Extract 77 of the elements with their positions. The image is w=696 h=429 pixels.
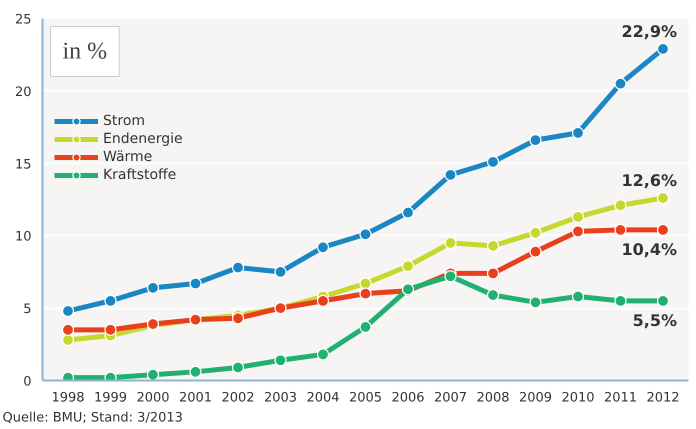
- annotation: 5,5%: [632, 310, 677, 330]
- y-tick-label: 0: [23, 374, 32, 390]
- point: [486, 156, 500, 168]
- legend-label: Kraftstoffe: [103, 166, 176, 184]
- point: [232, 361, 244, 374]
- point: [274, 266, 287, 278]
- point: [104, 294, 117, 307]
- point: [232, 312, 244, 324]
- point: [572, 126, 584, 139]
- point: [529, 246, 542, 258]
- point: [486, 267, 500, 280]
- point: [572, 225, 584, 238]
- annotation: 10,4%: [621, 240, 678, 259]
- x-tick-label: 1999: [94, 390, 128, 406]
- point: [146, 368, 160, 380]
- point: [529, 134, 542, 146]
- x-tick-label: 2012: [646, 390, 680, 406]
- point: [274, 354, 287, 366]
- y-tick-label: 20: [14, 84, 32, 100]
- point: [359, 320, 372, 334]
- point: [104, 324, 117, 336]
- point: [529, 226, 542, 239]
- point: [189, 277, 202, 290]
- point: [316, 241, 330, 254]
- x-tick-label: 2000: [136, 390, 170, 406]
- x-tick-label: 2008: [476, 390, 510, 406]
- point: [656, 192, 670, 204]
- x-tick-label: 2005: [348, 390, 382, 406]
- point: [232, 261, 244, 274]
- point: [572, 290, 584, 303]
- point: [62, 304, 74, 318]
- source-note: Quelle: BMU; Stand: 3/2013: [2, 410, 183, 426]
- point: [62, 324, 74, 336]
- point: [189, 366, 202, 378]
- x-tick-label: 1998: [51, 390, 85, 406]
- x-tick-label: 2007: [434, 390, 468, 406]
- x-tick-label: 2011: [604, 390, 638, 406]
- y-tick-label: 25: [14, 12, 32, 28]
- x-tick-label: 2010: [561, 390, 595, 406]
- annotation: 22,9%: [621, 22, 678, 41]
- y-tick-label: 15: [14, 157, 32, 172]
- point: [62, 334, 74, 346]
- point: [359, 288, 372, 300]
- legend-label: Strom: [103, 112, 146, 130]
- point: [444, 236, 457, 250]
- point: [146, 282, 160, 294]
- x-tick-label: 2003: [264, 390, 298, 406]
- point: [316, 348, 330, 361]
- point: [614, 224, 627, 236]
- point: [656, 224, 670, 236]
- x-tick-label: 2004: [306, 390, 340, 406]
- point: [486, 240, 500, 252]
- point: [614, 294, 627, 307]
- x-tick-label: 2002: [221, 390, 255, 406]
- point: [572, 210, 584, 223]
- y-tick-label: 10: [14, 230, 32, 245]
- point: [656, 294, 670, 307]
- point: [529, 296, 542, 308]
- point: [444, 168, 457, 181]
- y-tick-label: 5: [23, 302, 32, 318]
- point: [614, 78, 627, 90]
- annotation: 12,6%: [621, 171, 678, 190]
- point: [402, 206, 414, 219]
- point: [359, 277, 372, 290]
- legend-label: Wärme: [103, 148, 152, 166]
- point: [656, 42, 670, 55]
- legend-label: Endenergie: [103, 130, 183, 148]
- point: [402, 260, 414, 272]
- point: [444, 270, 457, 282]
- point: [614, 199, 627, 212]
- point: [316, 294, 330, 307]
- point: [486, 288, 500, 302]
- y-axis-title: in %: [62, 38, 108, 64]
- x-tick-label: 2006: [391, 390, 425, 406]
- x-tick-label: 2001: [178, 390, 212, 406]
- point: [359, 228, 372, 240]
- x-tick-label: 2009: [518, 390, 552, 406]
